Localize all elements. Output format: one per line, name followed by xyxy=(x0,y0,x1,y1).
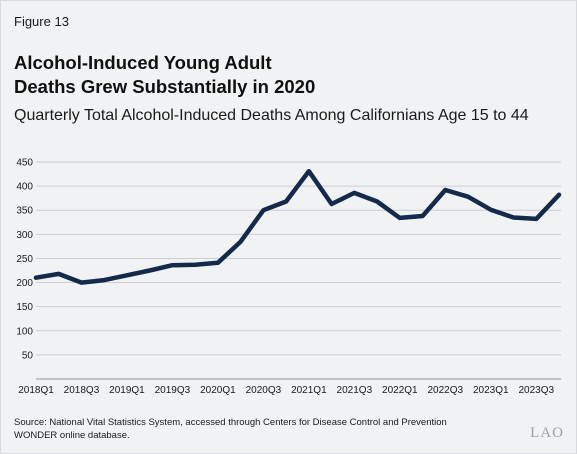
x-tick-label: 2023Q1 xyxy=(473,385,509,396)
source-note: Source: National Vital Statistics System… xyxy=(14,417,514,442)
x-tick-label: 2022Q3 xyxy=(428,385,464,396)
series-line xyxy=(33,168,562,285)
chart-title: Alcohol-Induced Young Adult Deaths Grew … xyxy=(14,51,315,99)
y-tick-label: 400 xyxy=(16,182,33,193)
y-tick-label: 350 xyxy=(16,206,33,217)
x-tick-label: 2023Q3 xyxy=(518,385,554,396)
lao-logo: LAO xyxy=(530,425,564,441)
source-line1: Source: National Vital Statistics System… xyxy=(14,417,447,428)
chart-title-line2: Deaths Grew Substantially in 2020 xyxy=(14,76,316,97)
chart-title-line1: Alcohol-Induced Young Adult xyxy=(14,52,272,73)
y-tick-label: 450 xyxy=(16,158,33,169)
x-tick-label: 2018Q3 xyxy=(64,385,100,396)
x-tick-label: 2020Q1 xyxy=(200,385,236,396)
y-axis-ticks: 50 100 150 200 250 300 350 400 450 xyxy=(16,158,33,362)
x-tick-label: 2018Q1 xyxy=(18,385,54,396)
x-tick-label: 2021Q1 xyxy=(291,385,327,396)
x-tick-label: 2019Q1 xyxy=(109,385,145,396)
chart-subtitle: Quarterly Total Alcohol-Induced Deaths A… xyxy=(14,107,529,124)
gridlines xyxy=(36,161,561,356)
x-tick-label: 2020Q3 xyxy=(246,385,282,396)
figure-label: Figure 13 xyxy=(14,14,69,29)
x-tick-label: 2019Q3 xyxy=(155,385,191,396)
y-tick-label: 50 xyxy=(22,350,34,361)
y-tick-label: 200 xyxy=(16,278,33,289)
y-tick-label: 150 xyxy=(16,302,33,313)
y-tick-label: 100 xyxy=(16,326,33,337)
source-line2: WONDER online database. xyxy=(14,429,130,441)
y-tick-label: 250 xyxy=(16,254,33,265)
x-tick-label: 2021Q3 xyxy=(337,385,373,396)
y-tick-label: 300 xyxy=(16,230,33,241)
x-tick-label: 2022Q1 xyxy=(382,385,418,396)
x-axis-ticks: 2018Q1 2018Q3 2019Q1 2019Q3 2020Q1 2020Q3 2021… xyxy=(18,385,554,396)
